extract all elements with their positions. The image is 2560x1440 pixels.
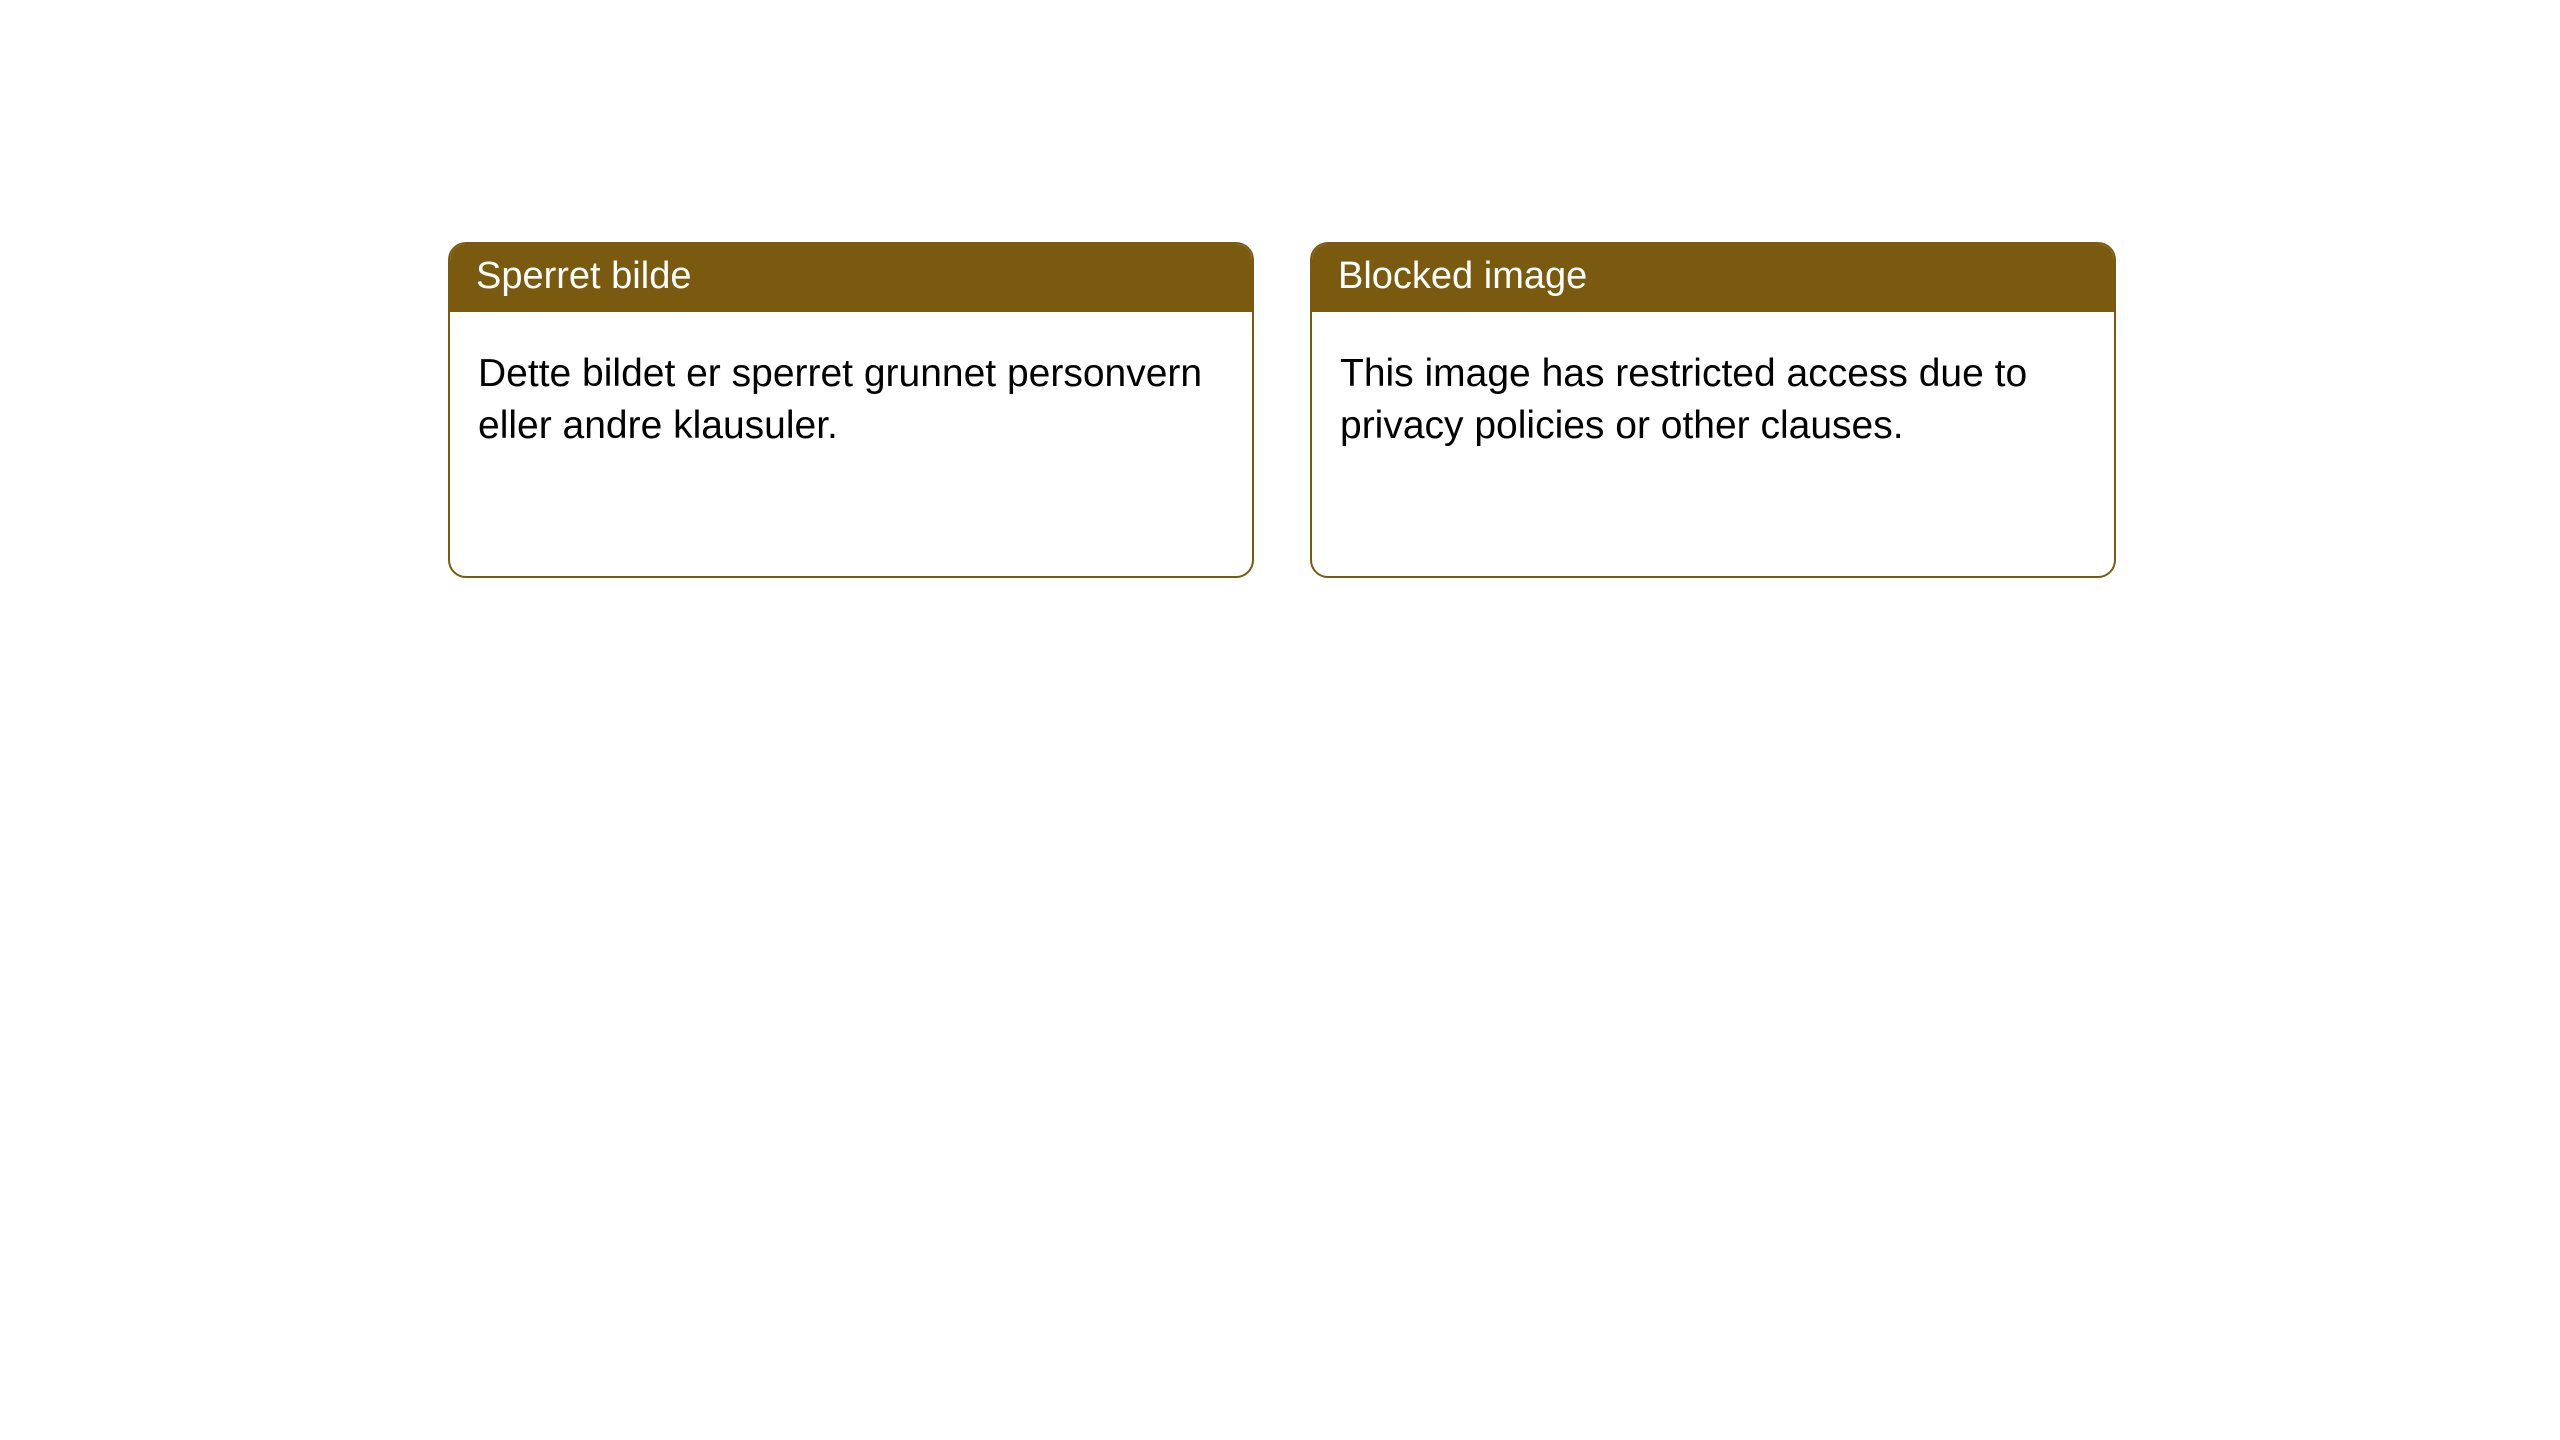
notice-header-en: Blocked image [1312,244,2114,312]
notice-body-en: This image has restricted access due to … [1312,312,2114,481]
notice-container: Sperret bilde Dette bildet er sperret gr… [0,0,2560,578]
notice-card-en: Blocked image This image has restricted … [1310,242,2116,578]
notice-header-no: Sperret bilde [450,244,1252,312]
notice-card-no: Sperret bilde Dette bildet er sperret gr… [448,242,1254,578]
notice-body-no: Dette bildet er sperret grunnet personve… [450,312,1252,481]
